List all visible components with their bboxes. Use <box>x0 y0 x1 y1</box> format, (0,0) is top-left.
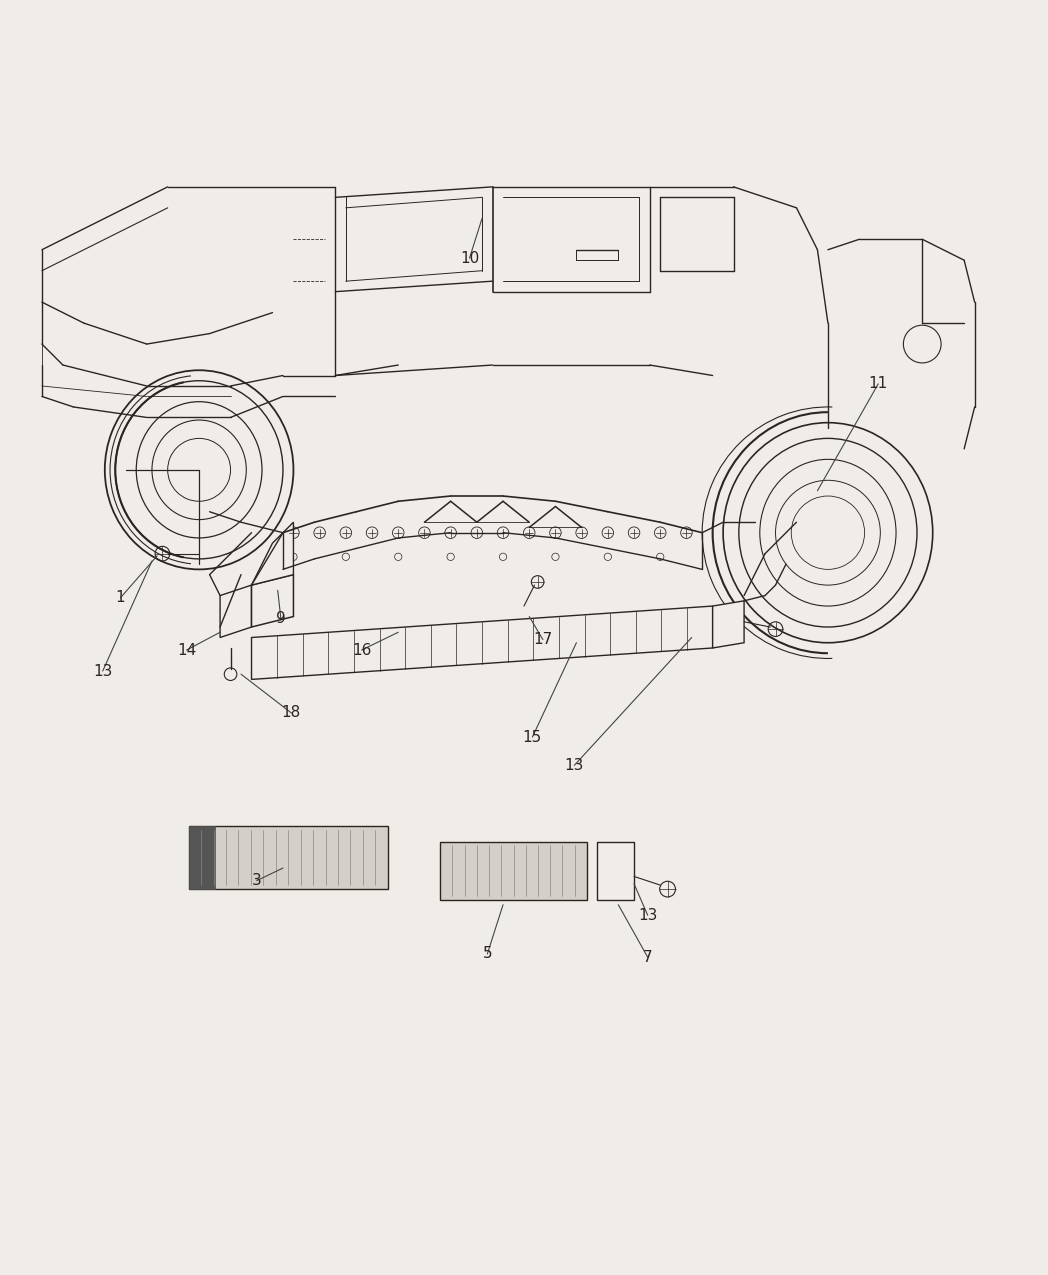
Polygon shape <box>252 575 293 627</box>
Text: 1: 1 <box>115 590 126 606</box>
Text: 11: 11 <box>869 376 888 391</box>
Text: 3: 3 <box>252 873 262 889</box>
Polygon shape <box>440 842 587 899</box>
Polygon shape <box>189 826 388 889</box>
Text: 10: 10 <box>460 251 479 265</box>
Polygon shape <box>252 606 713 680</box>
Polygon shape <box>713 601 744 648</box>
Text: 5: 5 <box>482 946 493 961</box>
Text: 13: 13 <box>638 908 657 923</box>
Text: 18: 18 <box>282 705 301 720</box>
Polygon shape <box>220 585 252 638</box>
Text: 13: 13 <box>93 663 112 678</box>
Text: 9: 9 <box>276 611 286 626</box>
Text: 13: 13 <box>565 757 584 773</box>
Text: 14: 14 <box>177 643 196 658</box>
Text: 7: 7 <box>642 950 653 965</box>
Text: 16: 16 <box>352 643 371 658</box>
Polygon shape <box>252 523 293 585</box>
Text: 15: 15 <box>523 729 542 745</box>
Polygon shape <box>189 826 215 889</box>
Text: 17: 17 <box>533 632 552 648</box>
Polygon shape <box>597 842 634 899</box>
